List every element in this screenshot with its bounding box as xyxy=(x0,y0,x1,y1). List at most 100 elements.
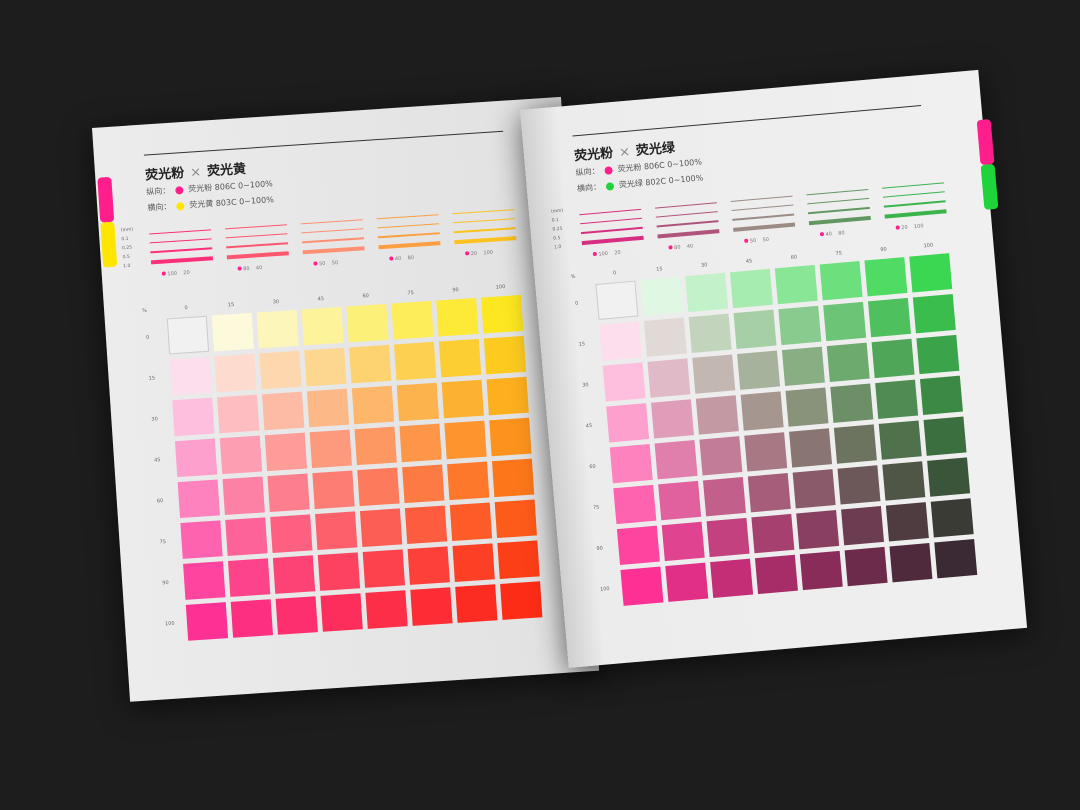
color-swatch xyxy=(909,253,953,293)
color-swatch xyxy=(315,511,358,550)
color-swatch xyxy=(317,552,361,591)
color-swatch xyxy=(365,590,408,629)
line-sample xyxy=(884,209,947,219)
left-page: 荧光粉 × 荧光黄 纵向： 荧光粉 806C 0~100% 横向： 荧光黄 803C 0… xyxy=(92,96,600,702)
horizontal-label: 横向： xyxy=(576,182,602,194)
line-sample xyxy=(730,195,793,202)
color-swatch xyxy=(407,546,450,585)
line-sample-group: 50 50 xyxy=(730,187,796,244)
line-sample-group: 40 80 xyxy=(806,180,872,238)
color-grid xyxy=(166,294,543,641)
color-swatch xyxy=(733,309,777,350)
title-ink-b: 荧光绿 xyxy=(635,140,676,160)
color-swatch xyxy=(613,484,657,525)
color-swatch xyxy=(270,514,313,553)
pair-b: 20 xyxy=(183,269,190,277)
color-swatch xyxy=(359,508,403,548)
color-swatch xyxy=(410,587,453,626)
vertical-ink: 荧光粉 806C 0~100% xyxy=(187,179,273,194)
color-swatch xyxy=(320,593,363,632)
pair-a: 40 xyxy=(825,231,833,238)
color-swatch xyxy=(404,505,448,545)
right-page: 荧光粉 × 荧光绿 纵向： 荧光粉 806C 0~100% 横向： 荧光绿 802C 0… xyxy=(520,69,1028,668)
pair-b: 50 xyxy=(762,236,770,244)
color-swatch xyxy=(688,313,732,353)
pair-a: 100 xyxy=(167,270,178,278)
color-swatch xyxy=(710,558,754,599)
line-sample xyxy=(656,220,719,228)
row-label: 45 xyxy=(153,457,161,464)
color-swatch xyxy=(256,309,299,349)
line-sample xyxy=(150,256,214,265)
line-sample xyxy=(225,233,288,239)
color-swatch xyxy=(819,260,863,301)
line-sample xyxy=(580,217,642,225)
color-swatch xyxy=(306,388,350,428)
ink-a-dot-icon xyxy=(161,271,166,276)
color-swatch xyxy=(304,347,347,387)
edge-tab-ink-b xyxy=(980,163,999,210)
ink-a-dot-icon xyxy=(313,261,318,266)
color-swatch xyxy=(796,509,840,550)
column-label: 15 xyxy=(655,266,663,273)
line-sample xyxy=(224,224,287,229)
row-axis-label: % xyxy=(570,273,576,281)
color-swatch xyxy=(685,272,729,313)
ink-a-dot-icon xyxy=(237,266,242,271)
color-swatch xyxy=(222,476,265,516)
column-label: 30 xyxy=(272,298,280,306)
column-label: 45 xyxy=(317,296,325,303)
color-swatch xyxy=(778,305,822,346)
color-swatch xyxy=(497,540,540,579)
color-swatch xyxy=(647,358,691,398)
vertical-label: 纵向： xyxy=(146,185,171,197)
color-grid xyxy=(595,253,978,606)
color-swatch xyxy=(654,440,698,480)
color-swatch xyxy=(916,334,960,375)
line-sample xyxy=(454,236,517,245)
color-swatch xyxy=(346,303,389,343)
line-sample xyxy=(377,223,440,229)
pair-a: 50 xyxy=(318,260,326,268)
line-sample xyxy=(149,238,212,244)
color-swatch xyxy=(185,602,229,641)
ink-a-dot-icon xyxy=(389,256,394,261)
pair-b: 40 xyxy=(686,243,694,250)
line-pair-label: 80 40 xyxy=(237,265,263,273)
line-width-label: (mm) xyxy=(120,227,134,234)
color-swatch xyxy=(449,502,493,542)
color-swatch xyxy=(262,391,305,431)
pair-a: 20 xyxy=(901,224,908,232)
line-sample-group: 40 80 xyxy=(376,205,441,262)
ink-a-dot-icon xyxy=(604,165,613,175)
color-swatch xyxy=(740,391,784,431)
line-sample xyxy=(731,204,794,211)
color-swatch xyxy=(169,356,212,396)
line-sample xyxy=(733,222,796,232)
color-swatch xyxy=(272,555,316,594)
color-swatch xyxy=(868,297,911,338)
line-sample xyxy=(453,218,515,224)
row-axis-label: % xyxy=(142,307,148,315)
line-sample xyxy=(580,226,643,235)
column-label: 0 xyxy=(612,270,617,277)
pair-b: 40 xyxy=(255,265,263,272)
title-ink-a: 荧光粉 xyxy=(144,166,185,184)
pair-b: 80 xyxy=(407,254,415,262)
line-sample-group: 20 100 xyxy=(452,200,517,257)
row-label: 0 xyxy=(145,334,150,341)
header-rule xyxy=(572,105,922,137)
line-sample-group: 80 40 xyxy=(654,193,720,251)
column-label: 60 xyxy=(790,254,798,261)
color-swatch xyxy=(792,469,836,509)
line-sample-group: 20 100 xyxy=(881,173,947,231)
line-samples: 100 20 80 40 50 50 40 80 20 100 xyxy=(149,200,518,277)
line-pair-label: 20 100 xyxy=(465,250,493,258)
line-width-label: 1.0 xyxy=(553,244,562,251)
line-sample xyxy=(655,202,717,209)
title-ink-b: 荧光黄 xyxy=(206,161,247,180)
line-sample xyxy=(149,229,212,234)
column-label: 0 xyxy=(184,305,188,312)
row-label: 30 xyxy=(151,416,159,423)
color-swatch xyxy=(441,379,484,419)
